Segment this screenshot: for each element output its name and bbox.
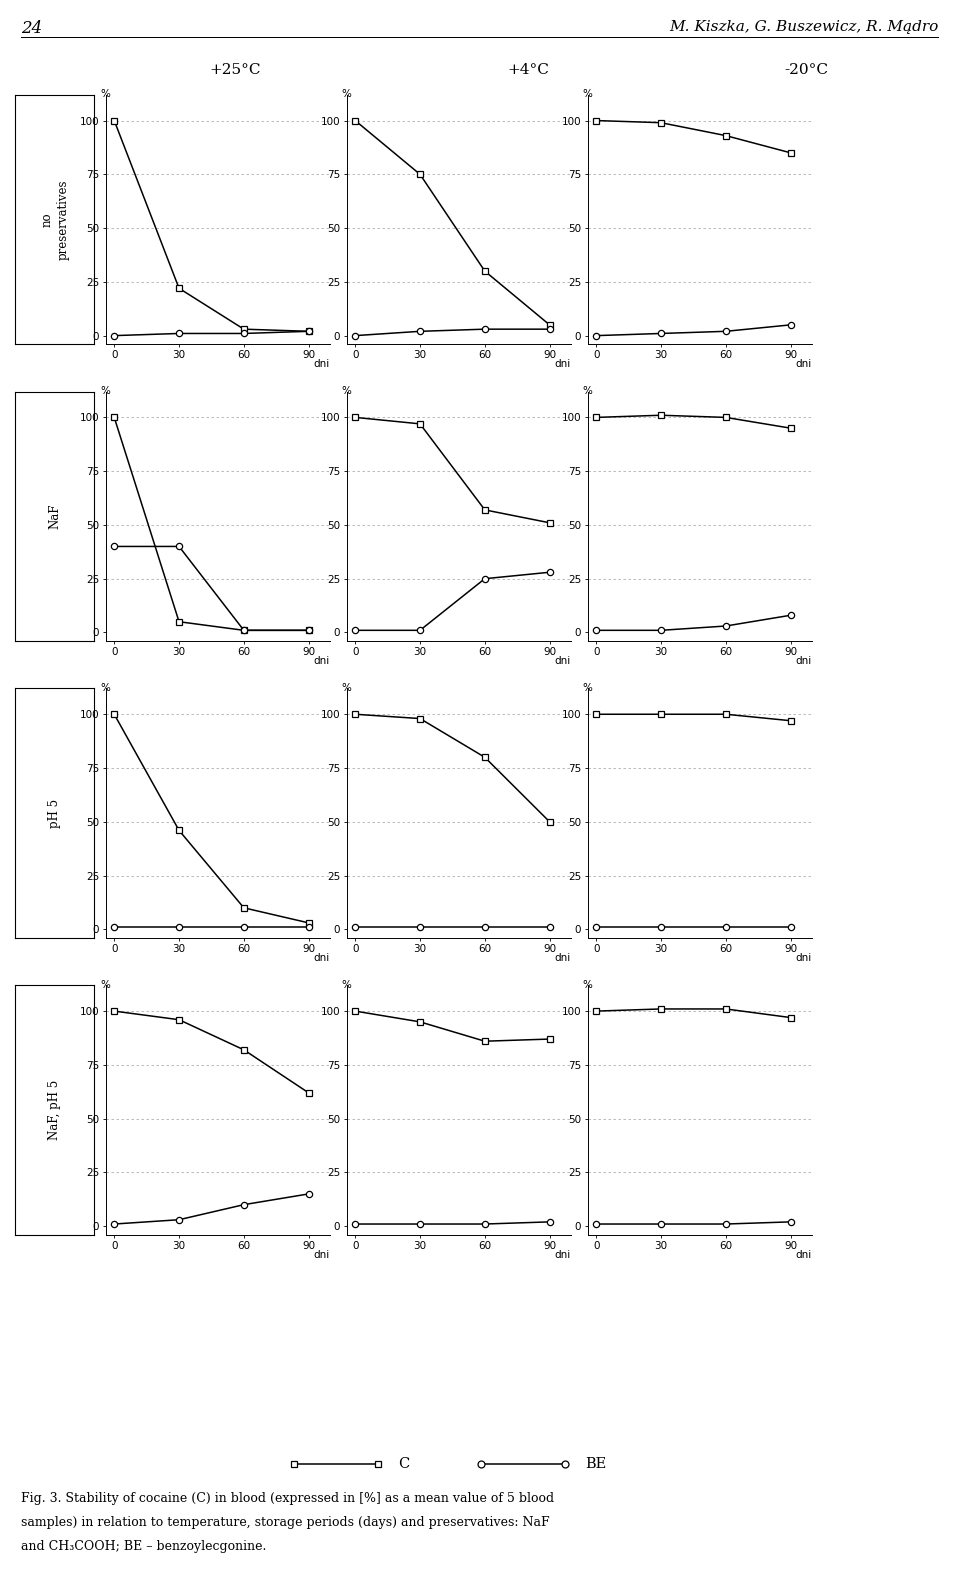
Text: NaF: NaF [48, 504, 61, 529]
Text: %: % [341, 88, 351, 99]
Text: dni: dni [313, 360, 329, 369]
Text: %: % [341, 979, 351, 990]
Text: dni: dni [554, 657, 570, 666]
Text: %: % [100, 88, 109, 99]
Text: %: % [100, 385, 109, 396]
Text: %: % [582, 88, 591, 99]
Text: dni: dni [554, 360, 570, 369]
Text: samples) in relation to temperature, storage periods (days) and preservatives: N: samples) in relation to temperature, sto… [21, 1516, 550, 1528]
Text: dni: dni [554, 954, 570, 963]
Text: -20°C: -20°C [784, 63, 828, 77]
Text: %: % [100, 682, 109, 693]
Text: and CH₃COOH; BE – benzoylecgonine.: and CH₃COOH; BE – benzoylecgonine. [21, 1540, 267, 1552]
Text: dni: dni [554, 1251, 570, 1260]
Text: dni: dni [795, 1251, 811, 1260]
Text: +25°C: +25°C [209, 63, 261, 77]
Text: %: % [341, 682, 351, 693]
Text: dni: dni [795, 954, 811, 963]
Text: pH 5: pH 5 [48, 799, 61, 827]
Text: dni: dni [313, 657, 329, 666]
Text: %: % [582, 979, 591, 990]
Text: %: % [100, 979, 109, 990]
Text: dni: dni [313, 954, 329, 963]
Text: %: % [582, 385, 591, 396]
Text: dni: dni [795, 360, 811, 369]
Text: BE: BE [586, 1457, 607, 1470]
Text: %: % [582, 682, 591, 693]
Text: 24: 24 [21, 19, 42, 36]
Text: C: C [398, 1457, 410, 1470]
Text: M. Kiszka, G. Buszewicz, R. Mądro: M. Kiszka, G. Buszewicz, R. Mądro [670, 19, 939, 33]
Text: no
preservatives: no preservatives [40, 180, 69, 259]
Text: Fig. 3. Stability of cocaine (C) in blood (expressed in [%] as a mean value of 5: Fig. 3. Stability of cocaine (C) in bloo… [21, 1492, 554, 1505]
Text: %: % [341, 385, 351, 396]
Text: NaF, pH 5: NaF, pH 5 [48, 1080, 61, 1140]
Text: dni: dni [795, 657, 811, 666]
Text: +4°C: +4°C [507, 63, 549, 77]
Text: dni: dni [313, 1251, 329, 1260]
